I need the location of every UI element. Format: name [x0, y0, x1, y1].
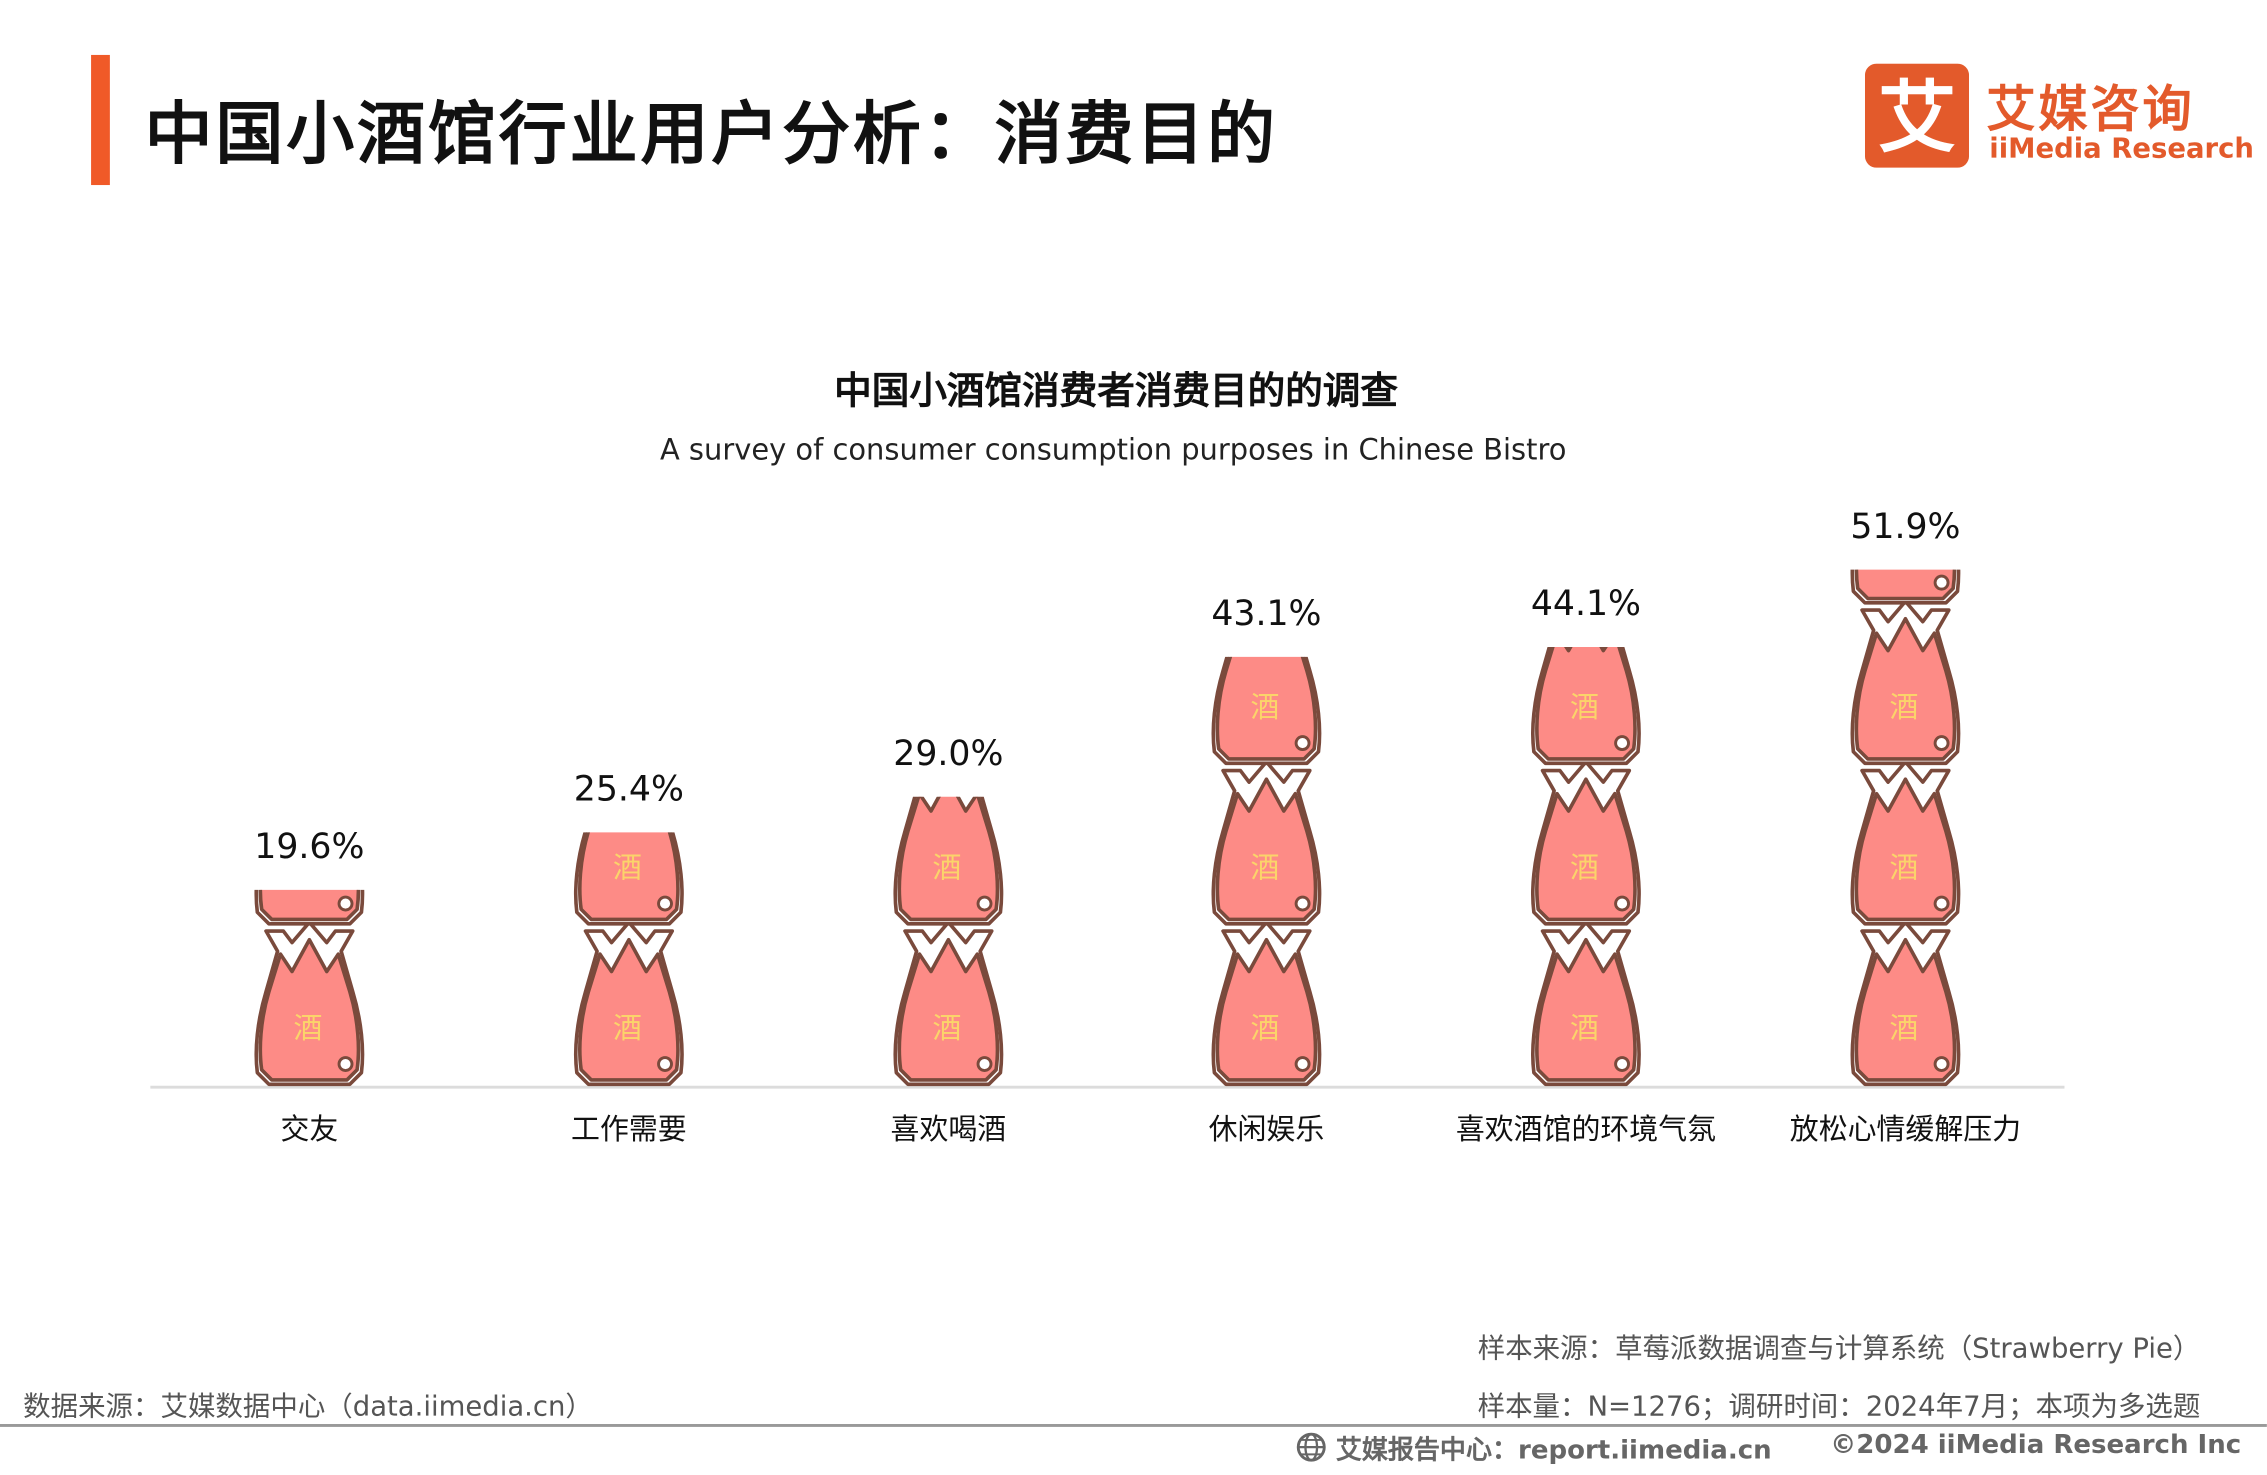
data-label: 51.9%: [1850, 507, 1960, 547]
svg-text:酒: 酒: [1890, 851, 1919, 885]
svg-text:酒: 酒: [932, 690, 961, 724]
data-label: 25.4%: [574, 770, 684, 810]
logo-mark-icon: 艾: [1864, 63, 1970, 168]
x-tick-label: 休闲娱乐: [1209, 1112, 1325, 1146]
svg-text:酒: 酒: [613, 690, 642, 724]
chart-title: 中国小酒馆消费者消费目的的调查: [834, 370, 1398, 414]
svg-text:酒: 酒: [1570, 690, 1599, 724]
sample-size-note: 样本量：N=1276；调研时间：2024年7月；本项为多选题: [1477, 1390, 2201, 1423]
svg-text:酒: 酒: [1251, 851, 1280, 885]
svg-text:酒: 酒: [293, 1011, 322, 1045]
footer-divider: [0, 1424, 2267, 1427]
data-label: 44.1%: [1531, 584, 1641, 624]
svg-text:酒: 酒: [1251, 530, 1280, 564]
x-tick-label: 喜欢喝酒: [891, 1112, 1007, 1146]
svg-text:酒: 酒: [1570, 530, 1599, 564]
x-tick-label: 工作需要: [571, 1112, 687, 1146]
report-center-link[interactable]: 艾媒报告中心：report.iimedia.cn: [1335, 1435, 1772, 1466]
x-tick-label: 放松心情缓解压力: [1790, 1112, 2021, 1146]
svg-text:酒: 酒: [932, 851, 961, 885]
copyright-text: ©2024 iiMedia Research Inc: [1830, 1429, 2242, 1461]
data-label: 19.6%: [254, 827, 364, 867]
bar: 酒酒酒: [573, 690, 684, 1087]
svg-text:酒: 酒: [1251, 1011, 1280, 1045]
data-label: 43.1%: [1211, 594, 1321, 634]
globe-icon: [1296, 1432, 1326, 1462]
svg-text:酒: 酒: [613, 851, 642, 885]
logo-text-cn: 艾媒咨询: [1986, 80, 2195, 139]
x-tick-label: 交友: [280, 1112, 338, 1146]
svg-text:酒: 酒: [1570, 1011, 1599, 1045]
iimedia-logo[interactable]: 艾 艾媒咨询 iiMedia Research: [1864, 63, 2254, 168]
bar: 酒酒酒: [893, 690, 1004, 1087]
svg-text:酒: 酒: [293, 690, 322, 724]
sample-source-note: 样本来源：草莓派数据调查与计算系统（Strawberry Pie）: [1477, 1332, 2201, 1365]
bar: 酒酒酒: [254, 690, 365, 1087]
data-source-note: 数据来源：艾媒数据中心（data.iimedia.cn）: [23, 1390, 593, 1423]
svg-text:酒: 酒: [1890, 1011, 1919, 1045]
x-tick-label: 喜欢酒馆的环境气氛: [1456, 1112, 1716, 1146]
page-title: 中国小酒馆行业用户分析：消费目的: [144, 95, 1278, 175]
data-label: 29.0%: [893, 734, 1003, 774]
svg-text:酒: 酒: [613, 1011, 642, 1045]
svg-text:艾: 艾: [1878, 74, 1956, 164]
chart-subtitle: A survey of consumer consumption purpose…: [659, 432, 1567, 467]
svg-text:酒: 酒: [1890, 369, 1919, 403]
title-accent-bar: [91, 54, 110, 186]
logo-text-en: iiMedia Research: [1989, 133, 2254, 165]
svg-text:酒: 酒: [1890, 690, 1919, 724]
svg-text:酒: 酒: [1251, 690, 1280, 724]
svg-text:酒: 酒: [932, 1011, 961, 1045]
svg-text:酒: 酒: [1570, 851, 1599, 885]
